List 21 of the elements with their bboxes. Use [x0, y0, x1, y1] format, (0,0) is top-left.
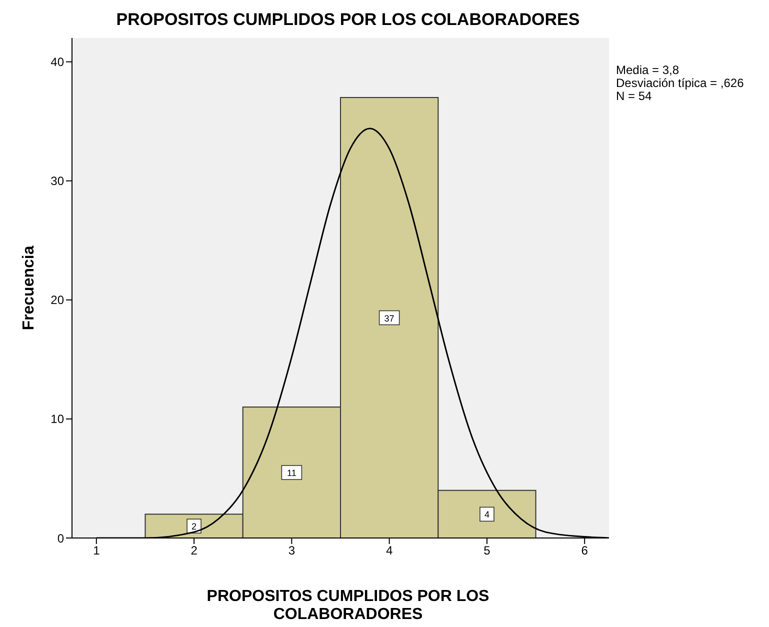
data-label: 37 [384, 313, 394, 324]
x-tick-label: 4 [386, 544, 393, 558]
y-tick-label: 10 [50, 412, 64, 426]
chart-title: PROPOSITOS CUMPLIDOS POR LOS COLABORADORES [115, 10, 581, 30]
x-tick-label: 2 [190, 544, 198, 558]
data-label: 4 [484, 510, 490, 520]
y-tick-label: 40 [50, 55, 64, 70]
x-tick-label: 1 [93, 544, 100, 558]
x-axis-title: PROPOSITOS CUMPLIDOS POR LOS COLABORADORES [206, 588, 490, 624]
y-tick-label: 30 [50, 174, 64, 188]
text: Desviación típica = ,626 [616, 76, 744, 90]
y-axis-title: Frecuencia [20, 246, 38, 330]
x-tick-label: 6 [581, 544, 588, 558]
x-tick-label: 5 [484, 544, 491, 558]
y-tick-label: 20 [50, 293, 64, 308]
x-tick-label: 3 [288, 544, 296, 558]
text: N = 54 [616, 89, 653, 103]
data-label: 2 [192, 522, 197, 532]
text: Media = 3,8 [616, 63, 680, 77]
data-label: 11 [287, 468, 296, 478]
y-tick-label: 0 [57, 531, 64, 546]
